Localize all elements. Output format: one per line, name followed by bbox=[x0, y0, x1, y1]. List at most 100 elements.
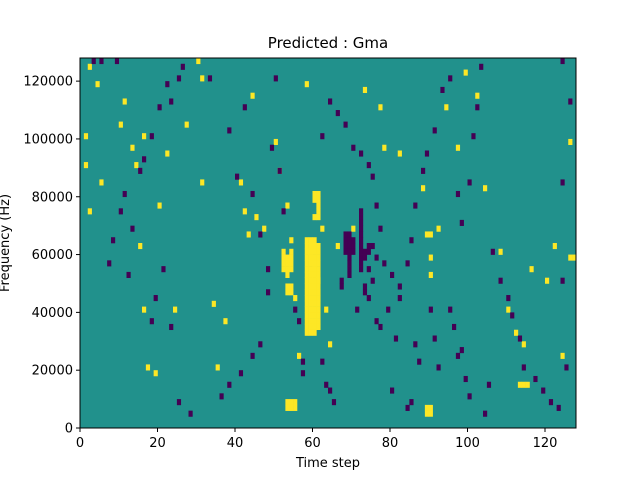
heatmap-cell-high bbox=[316, 243, 321, 250]
heatmap-cell-high bbox=[312, 323, 317, 331]
heatmap-cell-high bbox=[308, 318, 313, 325]
heatmap-cell-low bbox=[459, 219, 464, 226]
heatmap-cell-high bbox=[529, 266, 534, 273]
heatmap-cell-low bbox=[483, 410, 488, 417]
x-axis-label: Time step bbox=[295, 456, 360, 471]
heatmap-cell-low bbox=[448, 306, 453, 313]
heatmap-cell-low bbox=[347, 243, 352, 250]
heatmap-cell-low bbox=[370, 243, 375, 250]
y-axis-label: Frequency (Hz) bbox=[0, 194, 13, 292]
heatmap-cell-low bbox=[111, 237, 116, 244]
heatmap-cell-high bbox=[293, 295, 298, 302]
heatmap-cell-high bbox=[200, 75, 205, 82]
heatmap-cell-low bbox=[161, 266, 166, 273]
heatmap-cell-high bbox=[285, 260, 290, 267]
heatmap-cell-high bbox=[285, 202, 290, 209]
heatmap-cell-high bbox=[285, 399, 290, 406]
heatmap-cell-low bbox=[390, 271, 395, 278]
heatmap-cell-low bbox=[343, 248, 348, 255]
heatmap-cell-high bbox=[165, 150, 170, 157]
heatmap-cell-low bbox=[149, 133, 154, 140]
heatmap-cell-high bbox=[316, 254, 321, 261]
heatmap-cell-high bbox=[304, 266, 309, 273]
heatmap-cell-low bbox=[258, 231, 263, 238]
heatmap-cell-high bbox=[428, 404, 433, 411]
chart-title: Predicted : Gma bbox=[268, 34, 388, 52]
heatmap-cell-high bbox=[293, 404, 298, 411]
heatmap-cell-high bbox=[308, 312, 313, 319]
heatmap-cell-high bbox=[362, 86, 368, 93]
heatmap-cell-high bbox=[568, 138, 573, 146]
heatmap-cell-high bbox=[285, 254, 290, 261]
heatmap-cell-low bbox=[238, 370, 244, 377]
heatmap-cell-high bbox=[428, 254, 433, 261]
heatmap-cell-high bbox=[285, 289, 290, 296]
heatmap-cell-low bbox=[359, 266, 364, 273]
heatmap-cell-high bbox=[312, 329, 317, 336]
heatmap-cell-high bbox=[289, 237, 294, 244]
heatmap-cell-high bbox=[153, 370, 158, 377]
heatmap-cell-low bbox=[351, 144, 356, 151]
heatmap-cell-high bbox=[312, 260, 317, 267]
heatmap-cell-low bbox=[386, 306, 391, 313]
heatmap-cell-low bbox=[359, 231, 364, 238]
heatmap-cell-high bbox=[308, 266, 313, 273]
heatmap-cell-high bbox=[312, 248, 317, 255]
heatmap-cell-low bbox=[413, 341, 418, 348]
heatmap-cell-high bbox=[560, 352, 565, 359]
heatmap-cell-low bbox=[413, 202, 418, 209]
heatmap-cell-high bbox=[289, 289, 294, 296]
heatmap-cell-high bbox=[517, 381, 523, 388]
heatmap-cell-low bbox=[459, 347, 464, 354]
heatmap-cell-low bbox=[355, 306, 360, 313]
heatmap-cell-high bbox=[281, 248, 286, 255]
heatmap-cell-high bbox=[304, 289, 309, 296]
heatmap-cell-low bbox=[560, 277, 565, 284]
heatmap-cell-high bbox=[316, 323, 321, 331]
heatmap-cell-low bbox=[471, 133, 476, 140]
heatmap-cell-high bbox=[335, 243, 340, 250]
heatmap-cell-low bbox=[176, 75, 182, 82]
heatmap-cell-low bbox=[250, 352, 255, 359]
heatmap-cell-low bbox=[351, 248, 356, 255]
heatmap-cell-high bbox=[312, 266, 317, 273]
heatmap-cell-high bbox=[552, 243, 557, 250]
heatmap-cell-high bbox=[316, 318, 321, 325]
heatmap-cell-high bbox=[138, 243, 143, 250]
heatmap-cell-high bbox=[312, 254, 317, 261]
heatmap-cell-high bbox=[324, 306, 329, 313]
heatmap-cell-low bbox=[122, 190, 127, 198]
heatmap-cell-high bbox=[308, 329, 313, 336]
heatmap-cell-low bbox=[347, 254, 352, 261]
heatmap-cell-high bbox=[316, 277, 321, 284]
x-tick-label: 80 bbox=[382, 436, 399, 451]
heatmap-cell-low bbox=[351, 237, 356, 244]
heatmap-cell-high bbox=[316, 190, 321, 198]
y-tick-label: 80000 bbox=[32, 190, 73, 205]
heatmap-cell-high bbox=[312, 306, 317, 313]
heatmap-cell-low bbox=[510, 312, 515, 319]
heatmap-cell-low bbox=[300, 370, 306, 377]
heatmap-cell-low bbox=[440, 86, 445, 93]
heatmap-cell-high bbox=[304, 260, 309, 267]
heatmap-cell-high bbox=[316, 300, 321, 307]
heatmap-cell-low bbox=[374, 318, 379, 325]
heatmap-cell-high bbox=[316, 266, 321, 273]
heatmap-cell-low bbox=[366, 243, 371, 250]
x-tick-label: 0 bbox=[76, 436, 84, 451]
heatmap-cell-high bbox=[304, 312, 309, 319]
heatmap-cell-low bbox=[207, 75, 213, 82]
heatmap-cell-high bbox=[351, 225, 356, 232]
x-tick-label: 20 bbox=[149, 436, 166, 451]
heatmap-cell-low bbox=[370, 277, 375, 284]
heatmap-cell-high bbox=[157, 202, 162, 209]
heatmap-cell-high bbox=[463, 69, 468, 76]
heatmap-cell-high bbox=[304, 237, 309, 244]
heatmap-cell-high bbox=[304, 283, 309, 290]
heatmap-cell-low bbox=[324, 381, 329, 388]
heatmap-cell-low bbox=[297, 318, 302, 325]
plot-frame bbox=[79, 57, 577, 429]
heatmap-cell-low bbox=[91, 58, 96, 65]
heatmap-cell-high bbox=[130, 144, 135, 151]
